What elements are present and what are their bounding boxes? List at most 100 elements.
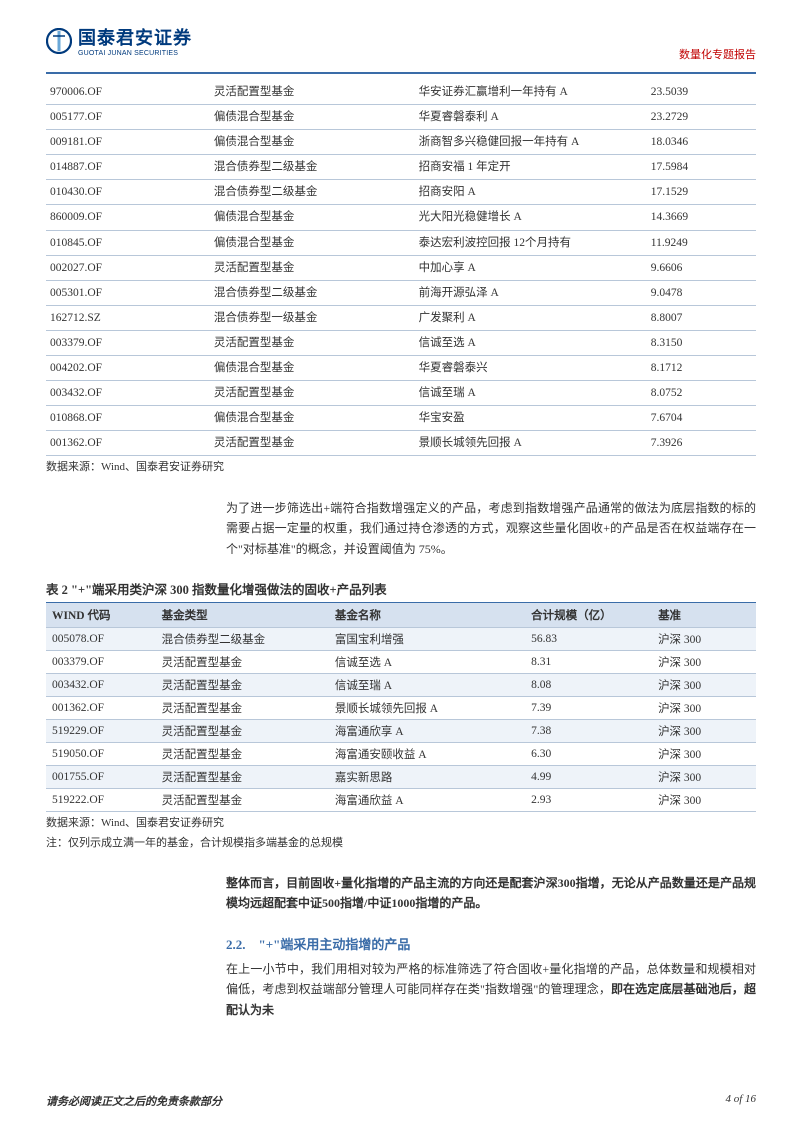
table-header-cell: 合计规模（亿） [525, 603, 652, 628]
table-cell: 23.5039 [647, 80, 756, 105]
table-cell: 灵活配置型基金 [210, 255, 415, 280]
table-cell: 7.39 [525, 697, 652, 720]
table-cell: 混合债券型二级基金 [156, 628, 329, 651]
table-cell: 灵活配置型基金 [156, 789, 329, 812]
table-cell: 2.93 [525, 789, 652, 812]
table-cell: 华夏睿磐泰利 A [415, 105, 647, 130]
table-row: 005177.OF偏债混合型基金华夏睿磐泰利 A23.2729 [46, 105, 756, 130]
table-cell: 灵活配置型基金 [156, 743, 329, 766]
table-row: 003379.OF灵活配置型基金信诚至选 A8.31沪深 300 [46, 651, 756, 674]
table-cell: 8.31 [525, 651, 652, 674]
page-header: 国泰君安证券 GUOTAI JUNAN SECURITIES 数量化专题报告 [46, 24, 756, 74]
table-cell: 003432.OF [46, 381, 210, 406]
table-cell: 7.38 [525, 720, 652, 743]
table-cell: 灵活配置型基金 [156, 766, 329, 789]
table-cell: 519050.OF [46, 743, 156, 766]
table-cell: 沪深 300 [652, 743, 756, 766]
table1-source: 数据来源：Wind、国泰君安证券研究 [46, 459, 756, 476]
table-cell: 7.3926 [647, 431, 756, 456]
table-cell: 沪深 300 [652, 697, 756, 720]
table-cell: 泰达宏利波控回报 12个月持有 [415, 230, 647, 255]
table-cell: 14.3669 [647, 205, 756, 230]
table-cell: 009181.OF [46, 130, 210, 155]
table-cell: 信诚至瑞 A [329, 674, 525, 697]
logo-icon [46, 28, 72, 54]
fund-table-1: 970006.OF灵活配置型基金华安证券汇赢增利一年持有 A23.5039005… [46, 80, 756, 456]
table-cell: 8.08 [525, 674, 652, 697]
table-row: 970006.OF灵活配置型基金华安证券汇赢增利一年持有 A23.5039 [46, 80, 756, 105]
table-cell: 003379.OF [46, 330, 210, 355]
table-row: 005078.OF混合债券型二级基金富国宝利增强56.83沪深 300 [46, 628, 756, 651]
table-cell: 17.1529 [647, 180, 756, 205]
table-cell: 偏债混合型基金 [210, 105, 415, 130]
table-cell: 信诚至选 A [415, 330, 647, 355]
table-cell: 灵活配置型基金 [156, 674, 329, 697]
paragraph-1: 为了进一步筛选出+端符合指数增强定义的产品，考虑到指数增强产品通常的做法为底层指… [226, 498, 756, 559]
section-heading: 2.2. "+"端采用主动指增的产品 [226, 934, 756, 953]
table-cell: 景顺长城领先回报 A [329, 697, 525, 720]
table-cell: 灵活配置型基金 [210, 330, 415, 355]
table-header-cell: 基准 [652, 603, 756, 628]
table-cell: 014887.OF [46, 155, 210, 180]
table-cell: 010868.OF [46, 406, 210, 431]
table-cell: 华安证券汇赢增利一年持有 A [415, 80, 647, 105]
table-row: 010430.OF混合债券型二级基金招商安阳 A17.1529 [46, 180, 756, 205]
table-cell: 005301.OF [46, 280, 210, 305]
table-cell: 华宝安盈 [415, 406, 647, 431]
table-cell: 前海开源弘泽 A [415, 280, 647, 305]
table-cell: 招商安阳 A [415, 180, 647, 205]
table-cell: 沪深 300 [652, 720, 756, 743]
table-cell: 003379.OF [46, 651, 156, 674]
table-cell: 004202.OF [46, 356, 210, 381]
table-cell: 海富通欣享 A [329, 720, 525, 743]
table-row: 001755.OF灵活配置型基金嘉实新思路4.99沪深 300 [46, 766, 756, 789]
table-cell: 偏债混合型基金 [210, 130, 415, 155]
table-header-cell: WIND 代码 [46, 603, 156, 628]
table-cell: 6.30 [525, 743, 652, 766]
table-cell: 混合债券型二级基金 [210, 180, 415, 205]
table-header-cell: 基金类型 [156, 603, 329, 628]
table-row: 519229.OF灵活配置型基金海富通欣享 A7.38沪深 300 [46, 720, 756, 743]
section-body: 在上一小节中，我们用相对较为严格的标准筛选了符合固收+量化指增的产品，总体数量和… [226, 959, 756, 1020]
table-cell: 001362.OF [46, 697, 156, 720]
table-cell: 860009.OF [46, 205, 210, 230]
table-cell: 沪深 300 [652, 628, 756, 651]
table-cell: 广发聚利 A [415, 305, 647, 330]
table-cell: 海富通安颐收益 A [329, 743, 525, 766]
table-cell: 招商安福 1 年定开 [415, 155, 647, 180]
footer-page: 4 of 16 [725, 1093, 756, 1109]
report-type: 数量化专题报告 [679, 46, 756, 62]
table-cell: 162712.SZ [46, 305, 210, 330]
table-cell: 8.1712 [647, 356, 756, 381]
table-row: 519222.OF灵活配置型基金海富通欣益 A2.93沪深 300 [46, 789, 756, 812]
table-cell: 519222.OF [46, 789, 156, 812]
table-row: 004202.OF偏债混合型基金华夏睿磐泰兴8.1712 [46, 356, 756, 381]
table-cell: 11.9249 [647, 230, 756, 255]
table-cell: 17.5984 [647, 155, 756, 180]
table-cell: 灵活配置型基金 [210, 80, 415, 105]
table-cell: 灵活配置型基金 [156, 651, 329, 674]
table-cell: 富国宝利增强 [329, 628, 525, 651]
table-cell: 010430.OF [46, 180, 210, 205]
table-row: 003379.OF灵活配置型基金信诚至选 A8.3150 [46, 330, 756, 355]
table-cell: 灵活配置型基金 [210, 381, 415, 406]
footer-disclaimer: 请务必阅读正文之后的免责条款部分 [46, 1093, 222, 1109]
table-cell: 9.0478 [647, 280, 756, 305]
table-cell: 偏债混合型基金 [210, 230, 415, 255]
table2-title: 表 2 "+"端采用类沪深 300 指数量化增强做法的固收+产品列表 [46, 579, 756, 598]
table-cell: 光大阳光稳健增长 A [415, 205, 647, 230]
table-cell: 沪深 300 [652, 651, 756, 674]
table-row: 003432.OF灵活配置型基金信诚至瑞 A8.08沪深 300 [46, 674, 756, 697]
table-cell: 8.3150 [647, 330, 756, 355]
paragraph-2: 整体而言，目前固收+量化指增的产品主流的方向还是配套沪深300指增，无论从产品数… [226, 873, 756, 914]
table-cell: 混合债券型二级基金 [210, 280, 415, 305]
table-cell: 灵活配置型基金 [156, 697, 329, 720]
table-cell: 混合债券型一级基金 [210, 305, 415, 330]
table-row: 005301.OF混合债券型二级基金前海开源弘泽 A9.0478 [46, 280, 756, 305]
table2-source: 数据来源：Wind、国泰君安证券研究 [46, 815, 756, 832]
table-cell: 970006.OF [46, 80, 210, 105]
table-cell: 偏债混合型基金 [210, 406, 415, 431]
table-row: 001362.OF灵活配置型基金景顺长城领先回报 A7.39沪深 300 [46, 697, 756, 720]
table-cell: 沪深 300 [652, 789, 756, 812]
table-cell: 003432.OF [46, 674, 156, 697]
